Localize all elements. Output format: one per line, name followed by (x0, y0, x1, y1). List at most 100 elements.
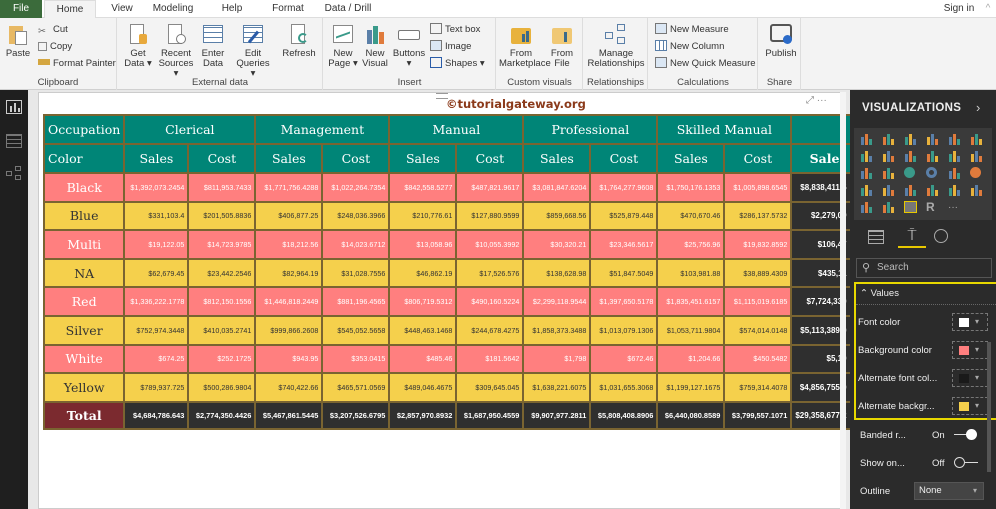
pie-chart-icon[interactable] (904, 167, 917, 179)
text-box-button[interactable]: Text box (430, 23, 480, 37)
area-chart-icon[interactable] (882, 150, 895, 162)
format-paint-roller-icon[interactable]: ⍑ (898, 226, 926, 248)
column-header-sales[interactable]: Sales (388, 143, 458, 174)
canvas-scrollbar[interactable] (840, 92, 846, 509)
shapes-button[interactable]: Shapes ▾ (430, 57, 485, 71)
more-visuals-icon[interactable]: ··· (948, 202, 958, 213)
tab-view[interactable]: View (111, 3, 133, 14)
stacked-area-icon[interactable] (904, 150, 917, 162)
format-search-input[interactable]: Search (856, 258, 992, 278)
background-color-picker[interactable]: ▾ (952, 341, 988, 359)
recent-sources-button[interactable]: Recent Sources ▾ (156, 22, 196, 79)
alt-font-color-picker[interactable]: ▾ (952, 369, 988, 387)
row-header[interactable]: Red (42, 286, 126, 317)
edit-queries-button[interactable]: Edit Queries ▾ (234, 22, 272, 79)
manage-relationships-button[interactable]: Manage Relationships (586, 22, 646, 69)
stacked-column-icon[interactable] (882, 133, 895, 145)
show-on-toggle[interactable] (954, 456, 978, 468)
outline-select[interactable]: None ▾ (914, 482, 984, 500)
pane-scrollbar[interactable] (987, 342, 991, 472)
from-marketplace-button[interactable]: From Marketplace (499, 22, 551, 69)
column-header-occupation-group[interactable]: Manual (388, 114, 525, 145)
new-measure-button[interactable]: New Measure (655, 23, 729, 37)
row-header[interactable]: Yellow (42, 372, 126, 403)
column-header-occupation-group[interactable]: Professional (522, 114, 659, 145)
row-header[interactable]: Multi (42, 229, 126, 260)
column-header-sales[interactable]: Sales (123, 143, 190, 174)
scatter-icon[interactable] (882, 167, 895, 179)
column-header-occupation-group[interactable]: Management (254, 114, 391, 145)
alt-background-picker[interactable]: ▾ (952, 397, 988, 415)
stacked-bar-icon[interactable] (860, 133, 873, 145)
column-header-cost[interactable]: Cost (321, 143, 391, 174)
analytics-tab-icon[interactable] (934, 229, 948, 243)
gauge-icon[interactable] (904, 184, 917, 196)
row-header-color[interactable]: Color (42, 143, 126, 174)
100-column-icon[interactable] (970, 133, 983, 145)
tab-data-drill[interactable]: Data / Drill (324, 3, 372, 14)
slicer-icon[interactable] (860, 201, 873, 213)
column-header-sales[interactable]: Sales (254, 143, 324, 174)
font-color-picker[interactable]: ▾ (952, 313, 988, 331)
sign-in-link[interactable]: Sign in (943, 3, 975, 14)
row-header[interactable]: Blue (42, 200, 126, 232)
table-icon[interactable] (882, 201, 895, 213)
row-header[interactable]: Black (42, 172, 126, 203)
collapse-ribbon-icon[interactable]: ^ (985, 3, 991, 14)
tab-home[interactable]: Home (44, 0, 96, 19)
from-file-button[interactable]: From File (547, 22, 577, 69)
card-icon[interactable] (926, 184, 939, 196)
100-bar-icon[interactable] (948, 133, 961, 145)
data-view-icon[interactable] (6, 134, 22, 148)
column-header-occupation[interactable]: Occupation (42, 114, 126, 145)
funnel-icon[interactable] (882, 184, 895, 196)
row-header[interactable]: Silver (42, 314, 126, 346)
values-section-header[interactable]: ⌃ Values (860, 288, 899, 299)
new-quick-measure-button[interactable]: New Quick Measure (655, 57, 756, 71)
row-header[interactable]: White (42, 343, 126, 375)
filled-map-icon[interactable] (860, 184, 873, 196)
map-icon[interactable] (970, 167, 983, 179)
line-column-icon[interactable] (926, 150, 939, 162)
waterfall-icon[interactable] (860, 167, 873, 179)
r-visual-icon[interactable]: R (926, 200, 935, 214)
model-view-icon[interactable] (6, 166, 22, 180)
enter-data-button[interactable]: Enter Data (198, 22, 228, 69)
donut-chart-icon[interactable] (926, 167, 939, 179)
ribbon-chart-icon[interactable] (970, 150, 983, 162)
tab-help[interactable]: Help (221, 3, 243, 14)
tab-format[interactable]: Format (272, 3, 304, 14)
image-button[interactable]: Image (430, 40, 471, 54)
matrix-visual[interactable]: Occupation Clerical Management Manual Profes… (42, 114, 852, 430)
banded-rows-toggle[interactable] (954, 428, 978, 440)
column-header-cost[interactable]: Cost (589, 143, 659, 174)
collapse-pane-icon[interactable]: › (976, 100, 981, 115)
multi-row-card-icon[interactable] (948, 184, 961, 196)
new-page-button[interactable]: New Page ▾ (328, 22, 358, 69)
column-header-occupation-group[interactable]: Skilled Manual (656, 114, 793, 145)
row-header[interactable]: NA (42, 257, 126, 289)
matrix-icon[interactable] (904, 201, 917, 213)
line-chart-icon[interactable] (860, 150, 873, 162)
format-painter-button[interactable]: Format Painter (38, 57, 116, 71)
copy-button[interactable]: Copy (38, 40, 72, 54)
line-clustered-icon[interactable] (948, 150, 961, 162)
column-header-cost[interactable]: Cost (723, 143, 793, 174)
visual-header-tools[interactable]: ⤢ ··· (806, 95, 827, 106)
clustered-bar-icon[interactable] (904, 133, 917, 145)
treemap-icon[interactable] (948, 167, 961, 179)
column-header-sales[interactable]: Sales (656, 143, 726, 174)
column-header-occupation-group[interactable]: Clerical (123, 114, 257, 145)
cut-button[interactable]: ✂ Cut (38, 24, 68, 37)
clustered-column-icon[interactable] (926, 133, 939, 145)
new-column-button[interactable]: New Column (655, 40, 724, 54)
paste-button[interactable]: Paste (4, 22, 32, 59)
fields-tab-icon[interactable] (868, 230, 884, 244)
kpi-icon[interactable] (970, 184, 983, 196)
get-data-button[interactable]: Get Data ▾ (122, 22, 154, 69)
refresh-button[interactable]: Refresh (280, 22, 318, 59)
tab-modeling[interactable]: Modeling (152, 3, 194, 14)
column-header-cost[interactable]: Cost (187, 143, 257, 174)
report-view-icon[interactable] (6, 100, 22, 114)
column-header-sales[interactable]: Sales (522, 143, 592, 174)
